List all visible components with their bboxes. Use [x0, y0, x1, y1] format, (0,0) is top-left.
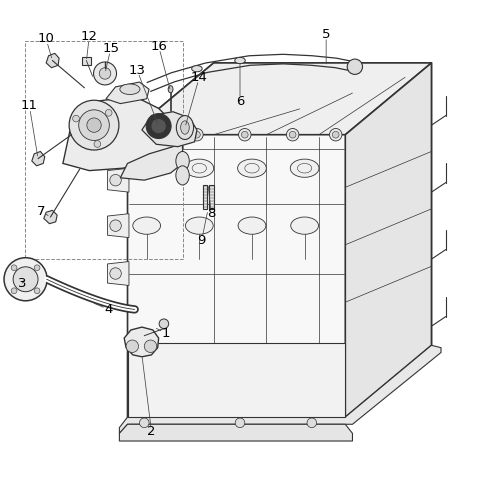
Ellipse shape [168, 85, 173, 93]
Circle shape [94, 141, 101, 147]
Text: 4: 4 [104, 303, 113, 316]
Polygon shape [63, 96, 173, 170]
Circle shape [105, 109, 112, 116]
Text: 11: 11 [21, 99, 38, 112]
Circle shape [235, 418, 245, 428]
Circle shape [239, 129, 251, 141]
Polygon shape [345, 63, 432, 417]
Ellipse shape [180, 121, 189, 134]
Polygon shape [108, 214, 129, 238]
Circle shape [143, 129, 156, 141]
Ellipse shape [176, 152, 189, 170]
Ellipse shape [290, 159, 319, 177]
Ellipse shape [192, 66, 202, 72]
Circle shape [307, 418, 317, 428]
Text: 1: 1 [162, 327, 170, 340]
Text: 10: 10 [38, 33, 55, 46]
Text: 14: 14 [191, 71, 208, 84]
Circle shape [110, 268, 121, 279]
Text: 7: 7 [37, 205, 46, 218]
Circle shape [159, 319, 168, 328]
Ellipse shape [133, 217, 160, 234]
Ellipse shape [120, 84, 140, 95]
Circle shape [329, 129, 342, 141]
Circle shape [241, 132, 248, 138]
Polygon shape [32, 152, 45, 166]
Circle shape [13, 267, 38, 292]
Polygon shape [120, 345, 441, 433]
Polygon shape [46, 53, 59, 68]
Polygon shape [128, 343, 345, 417]
Polygon shape [128, 63, 432, 135]
Circle shape [11, 265, 17, 271]
Ellipse shape [238, 217, 266, 234]
Circle shape [87, 118, 101, 132]
Ellipse shape [185, 159, 214, 177]
Circle shape [347, 59, 362, 74]
Circle shape [11, 288, 17, 294]
Circle shape [99, 68, 111, 79]
Text: 2: 2 [147, 425, 156, 438]
Polygon shape [108, 168, 129, 192]
Circle shape [144, 340, 157, 352]
Text: 15: 15 [102, 42, 119, 55]
Polygon shape [82, 57, 91, 65]
Polygon shape [44, 210, 57, 224]
Circle shape [146, 114, 171, 139]
Text: 3: 3 [18, 276, 26, 289]
Text: 16: 16 [150, 40, 167, 53]
Circle shape [126, 340, 139, 352]
Circle shape [146, 132, 153, 138]
Text: 6: 6 [236, 95, 244, 108]
Text: 8: 8 [207, 207, 216, 220]
Circle shape [332, 132, 339, 138]
Ellipse shape [176, 166, 189, 185]
Circle shape [94, 62, 117, 85]
Polygon shape [209, 185, 214, 209]
Circle shape [140, 418, 149, 428]
Circle shape [72, 115, 79, 122]
Polygon shape [120, 424, 352, 441]
Circle shape [193, 132, 200, 138]
Circle shape [34, 265, 40, 271]
Circle shape [289, 132, 296, 138]
Circle shape [110, 220, 121, 231]
Circle shape [151, 119, 166, 134]
Polygon shape [120, 140, 182, 180]
Ellipse shape [238, 159, 266, 177]
Ellipse shape [132, 159, 161, 177]
Polygon shape [108, 262, 129, 286]
Polygon shape [203, 185, 207, 209]
Ellipse shape [176, 116, 193, 140]
Ellipse shape [235, 58, 245, 64]
Ellipse shape [185, 217, 213, 234]
Polygon shape [124, 327, 158, 357]
Polygon shape [142, 112, 197, 147]
Circle shape [287, 129, 299, 141]
Circle shape [191, 129, 203, 141]
Circle shape [34, 288, 40, 294]
Circle shape [79, 110, 109, 141]
Circle shape [69, 100, 119, 150]
Ellipse shape [291, 217, 319, 234]
Text: 12: 12 [81, 30, 98, 43]
Text: 5: 5 [322, 28, 330, 41]
Circle shape [4, 258, 47, 301]
Text: 9: 9 [198, 233, 206, 247]
Text: 13: 13 [129, 63, 145, 77]
Polygon shape [106, 82, 149, 104]
Polygon shape [128, 63, 432, 417]
Circle shape [110, 174, 121, 186]
